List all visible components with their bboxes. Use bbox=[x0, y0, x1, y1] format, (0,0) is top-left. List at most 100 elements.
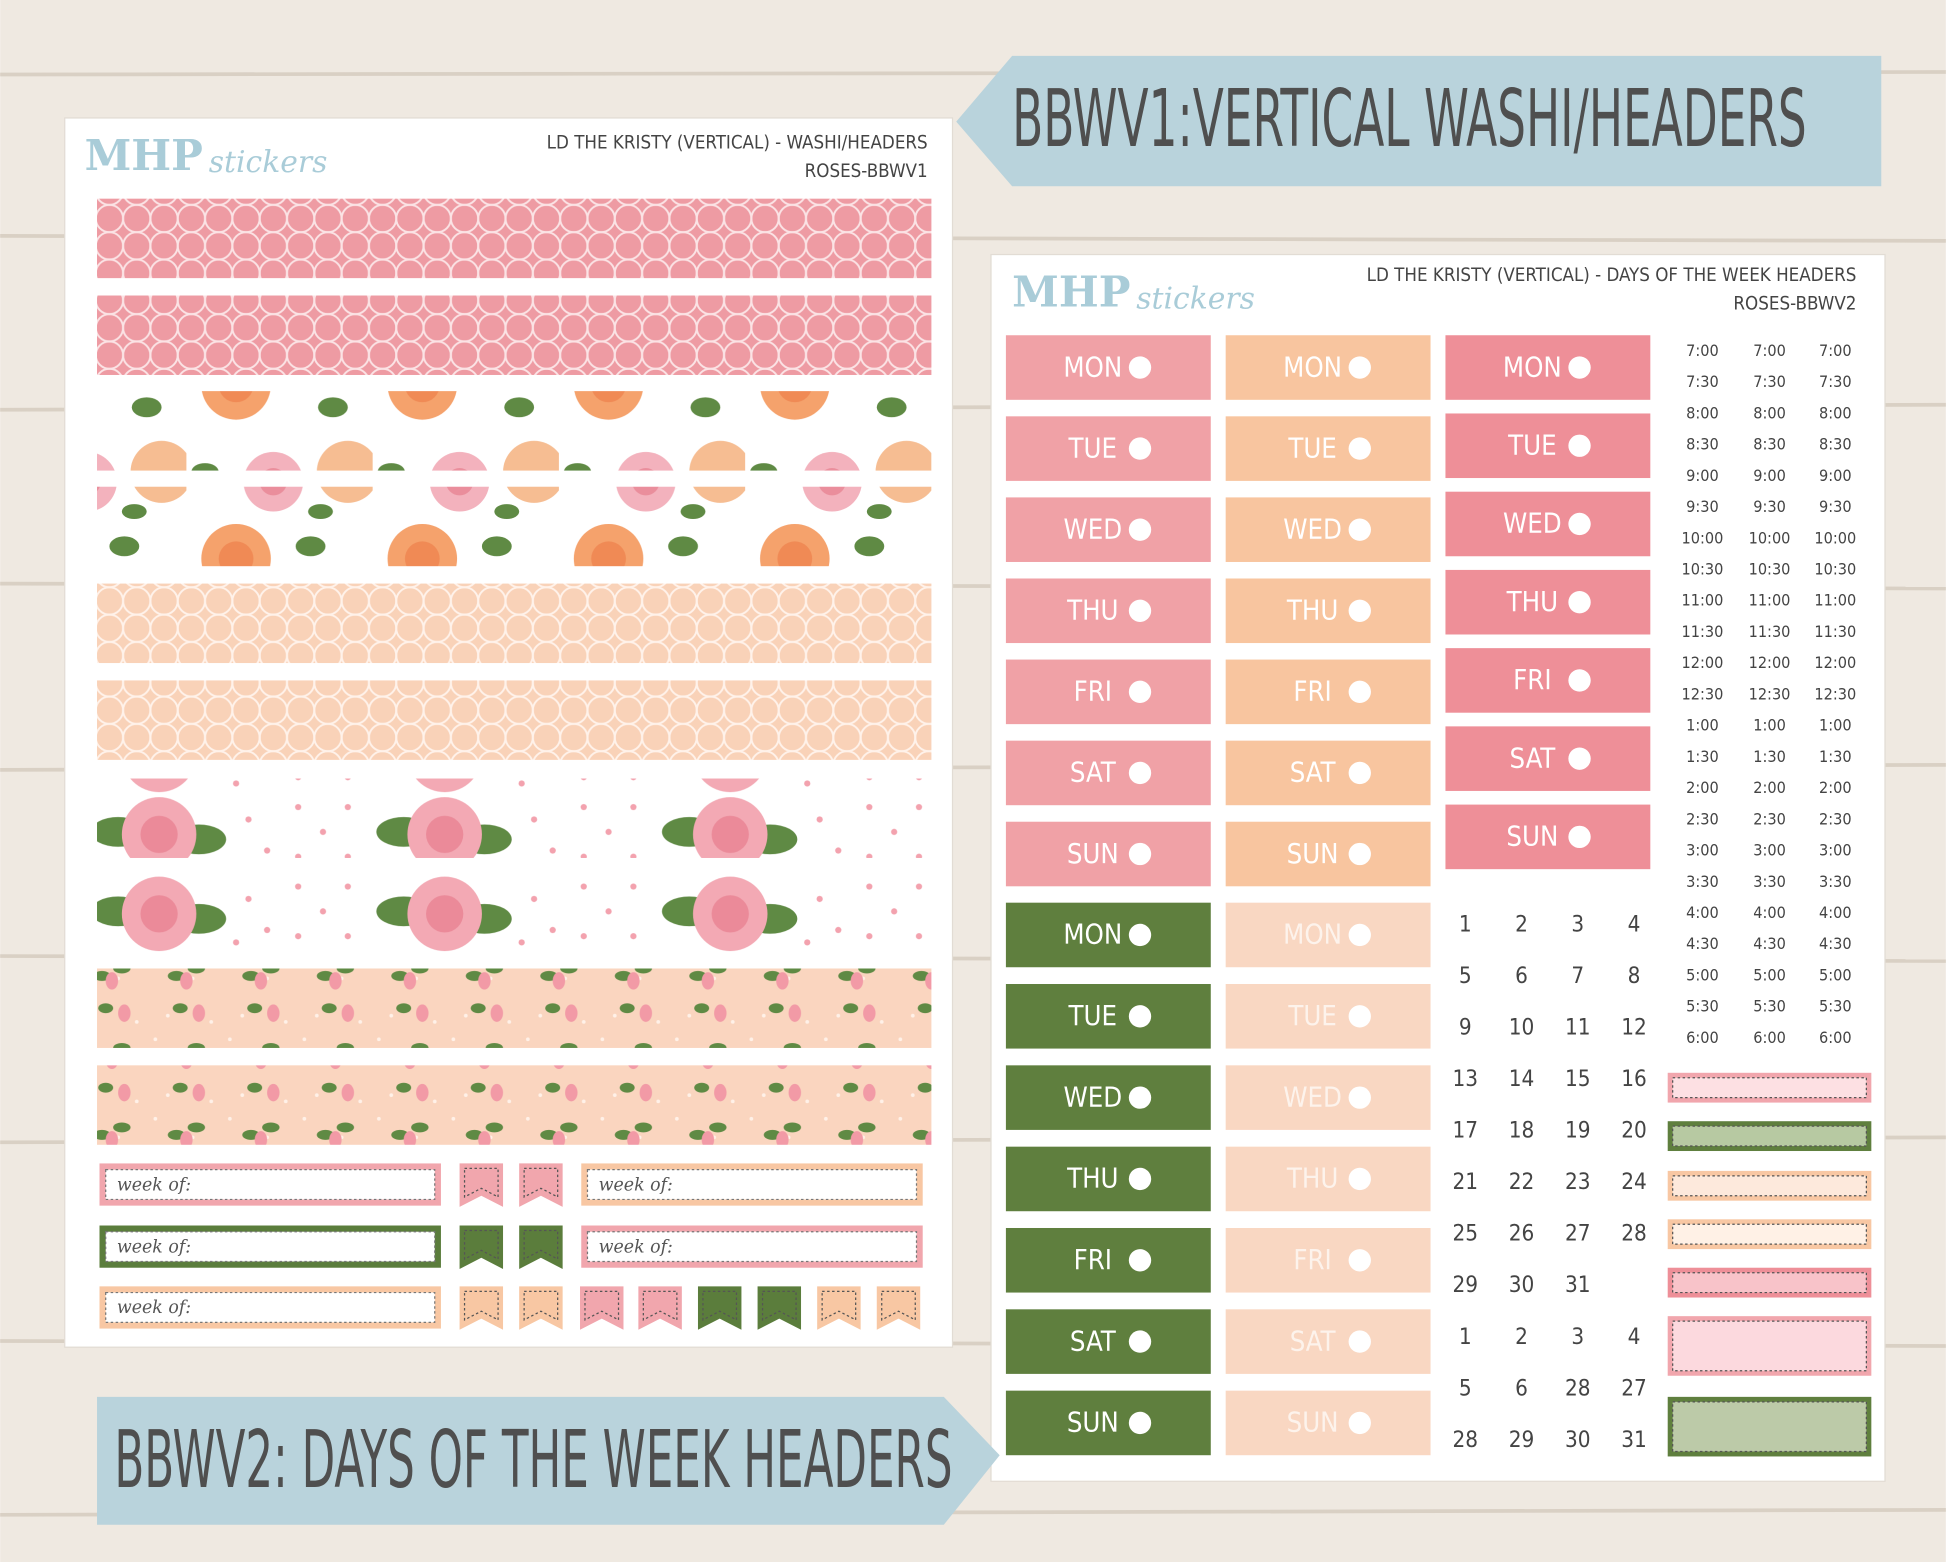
day-label: WED bbox=[1503, 509, 1562, 540]
time-label: 10:30 bbox=[1682, 559, 1724, 578]
date-label: 17 bbox=[1453, 1118, 1479, 1144]
flag bbox=[638, 1286, 682, 1330]
date-label: 20 bbox=[1621, 1118, 1647, 1144]
day-dot bbox=[1568, 591, 1591, 614]
day-dot bbox=[1348, 1249, 1371, 1272]
day-label: FRI bbox=[1074, 1245, 1112, 1276]
day-dot bbox=[1128, 599, 1152, 622]
time-label: 7:30 bbox=[1819, 372, 1852, 391]
day-sticker bbox=[1005, 740, 1211, 806]
time-label: 3:30 bbox=[1686, 872, 1719, 891]
day-sticker bbox=[1445, 726, 1651, 791]
flag bbox=[757, 1286, 802, 1330]
time-label: 8:00 bbox=[1686, 403, 1719, 422]
date-label: 25 bbox=[1453, 1221, 1479, 1247]
day-label: SUN bbox=[1287, 1408, 1339, 1439]
date-label: 24 bbox=[1621, 1169, 1647, 1195]
time-label: 5:00 bbox=[1686, 965, 1719, 984]
day-sticker bbox=[1005, 1309, 1211, 1374]
day-label: WED bbox=[1283, 1082, 1342, 1113]
date-label: 14 bbox=[1509, 1066, 1535, 1092]
date-label: 3 bbox=[1571, 1324, 1584, 1350]
flag bbox=[459, 1225, 504, 1269]
day-dot bbox=[1568, 669, 1591, 692]
time-label: 1:00 bbox=[1819, 716, 1852, 735]
week-label: week of: bbox=[117, 1237, 191, 1257]
day-dot bbox=[1128, 1086, 1152, 1109]
time-label: 6:00 bbox=[1686, 1028, 1719, 1047]
sheet-title: LD THE KRISTY (VERTICAL) - WASHI/HEADERS bbox=[547, 132, 928, 153]
date-label: 2 bbox=[1515, 1324, 1528, 1350]
time-label: 9:00 bbox=[1819, 466, 1852, 485]
day-dot bbox=[1348, 1167, 1371, 1191]
washi-strip bbox=[97, 198, 932, 279]
washi-strip bbox=[97, 295, 932, 375]
day-label: SUN bbox=[1287, 839, 1339, 870]
day-dot bbox=[1568, 825, 1591, 849]
date-label: 4 bbox=[1628, 912, 1641, 938]
day-label: THU bbox=[1066, 1164, 1118, 1195]
day-dot bbox=[1128, 356, 1152, 379]
washi-strip bbox=[97, 486, 932, 567]
banner-bottom-text: BBWV2: DAYS OF THE WEEK HEADERS bbox=[114, 1413, 952, 1506]
day-sticker bbox=[1005, 578, 1211, 644]
day-dot bbox=[1128, 1249, 1152, 1272]
day-dot bbox=[1568, 512, 1591, 536]
date-label: 19 bbox=[1565, 1118, 1591, 1144]
day-dot bbox=[1348, 356, 1371, 379]
day-dot bbox=[1128, 923, 1152, 947]
time-label: 7:30 bbox=[1753, 372, 1786, 391]
week-box-inner bbox=[105, 1231, 436, 1263]
flag bbox=[519, 1225, 563, 1269]
day-sticker bbox=[1225, 1146, 1431, 1212]
flag bbox=[580, 1286, 624, 1330]
date-label: 21 bbox=[1453, 1169, 1479, 1195]
day-label: MON bbox=[1503, 352, 1562, 383]
date-label: 31 bbox=[1621, 1427, 1647, 1453]
day-dot bbox=[1348, 761, 1371, 785]
day-sticker bbox=[1445, 335, 1651, 400]
time-label: 10:30 bbox=[1814, 559, 1856, 578]
washi-strip bbox=[97, 778, 932, 858]
logo-script: stickers bbox=[209, 145, 328, 180]
day-dot bbox=[1128, 437, 1152, 460]
day-dot bbox=[1128, 518, 1152, 541]
time-label: 6:00 bbox=[1819, 1028, 1852, 1047]
date-label: 5 bbox=[1459, 1375, 1472, 1401]
flag bbox=[817, 1286, 861, 1330]
day-dot bbox=[1128, 842, 1152, 866]
day-label: SAT bbox=[1290, 1326, 1337, 1357]
day-label: SUN bbox=[1506, 822, 1558, 853]
day-dot bbox=[1348, 1005, 1371, 1028]
day-dot bbox=[1128, 1005, 1152, 1028]
box-sticker-inner bbox=[1672, 1272, 1867, 1294]
date-label: 1 bbox=[1459, 912, 1472, 938]
time-label: 3:30 bbox=[1819, 872, 1852, 891]
day-dot bbox=[1128, 1330, 1152, 1353]
time-label: 2:00 bbox=[1686, 778, 1719, 797]
week-label: week of: bbox=[599, 1237, 673, 1257]
day-sticker bbox=[1005, 1390, 1211, 1456]
day-sticker bbox=[1225, 497, 1431, 562]
date-label: 6 bbox=[1515, 1375, 1528, 1401]
flag-stitch bbox=[463, 1229, 499, 1261]
time-label: 1:00 bbox=[1753, 716, 1786, 735]
date-label: 30 bbox=[1565, 1427, 1591, 1453]
day-sticker bbox=[1005, 902, 1211, 968]
box-sticker-inner bbox=[1672, 1223, 1867, 1245]
day-sticker bbox=[1445, 804, 1651, 870]
day-label: SAT bbox=[1290, 758, 1337, 789]
date-label: 15 bbox=[1565, 1066, 1591, 1092]
flag bbox=[876, 1286, 921, 1330]
flag-stitch bbox=[821, 1290, 857, 1321]
flag-stitch bbox=[523, 1229, 559, 1261]
date-label: 16 bbox=[1621, 1066, 1647, 1092]
date-label: 3 bbox=[1571, 912, 1584, 938]
date-label: 28 bbox=[1621, 1221, 1647, 1247]
box-sticker-inner bbox=[1672, 1175, 1867, 1197]
time-label: 5:00 bbox=[1753, 965, 1786, 984]
day-label: THU bbox=[1066, 596, 1118, 627]
day-dot bbox=[1348, 518, 1371, 541]
day-label: TUE bbox=[1287, 433, 1337, 464]
